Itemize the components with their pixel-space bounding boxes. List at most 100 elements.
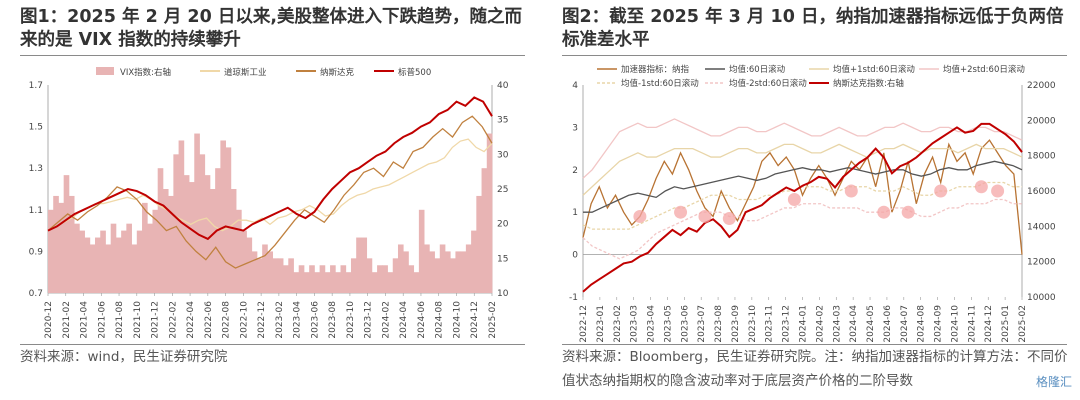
y-tick-label-left: 3 — [572, 123, 578, 133]
source-note: 资料来源：Bloomberg，民生证券研究院。注：纳指加速器指标的计算方法：不同… — [562, 349, 1068, 389]
x-tick-label: 2025-02 — [1018, 305, 1028, 343]
vix-bar — [131, 244, 138, 293]
x-tick-label: 2024-04 — [849, 305, 859, 343]
vix-bar — [147, 223, 153, 293]
x-tick-label: 2023-12 — [364, 301, 374, 339]
x-tick-label: 2024-12 — [984, 305, 994, 343]
x-tick-label: 2024-10 — [950, 305, 960, 343]
low-point-marker — [844, 184, 858, 198]
right-panel: 图2：截至 2025 年 3 月 10 日，纳指加速器指标远低于负两倍标准差水平… — [545, 0, 1080, 400]
x-tick-label: 2023-04 — [293, 301, 303, 339]
vix-bar — [84, 237, 91, 293]
vix-bar — [115, 237, 122, 293]
vix-bar — [471, 230, 477, 293]
y-tick-label-right: 16000 — [1027, 187, 1056, 197]
x-tick-label: 2023-11 — [765, 305, 775, 343]
vix-bar — [335, 272, 341, 293]
x-tick-label: 2024-04 — [399, 301, 409, 339]
vix-bar — [168, 195, 174, 293]
vix-bar — [142, 202, 148, 293]
y-tick-label-left: 1.3 — [29, 164, 43, 174]
x-tick-label: 2023-09 — [731, 305, 741, 343]
legend-label: 均值-1std:60日滚动 — [621, 78, 699, 89]
legend-label: 道琼斯工业 — [224, 67, 267, 78]
low-point-marker — [674, 205, 688, 219]
y-tick-label-right: 30 — [497, 150, 509, 160]
y-tick-label-left: 4 — [572, 81, 578, 91]
vix-bar — [434, 258, 441, 293]
x-tick-label: 2022-08 — [222, 301, 232, 339]
vix-bar — [277, 258, 284, 293]
vix-bar — [418, 209, 425, 293]
y-tick-label-right: 40 — [497, 81, 509, 91]
vix-bar — [397, 244, 404, 293]
x-tick-label: 2021-08 — [115, 301, 125, 339]
x-tick-label: 2022-04 — [186, 301, 196, 339]
x-tick-label: 2023-02 — [275, 301, 285, 339]
vix-bar — [283, 265, 289, 293]
vix-bar — [262, 244, 268, 293]
vix-bar — [345, 272, 352, 293]
x-tick-label: 2023-05 — [663, 305, 673, 343]
x-tick-label: 2023-01 — [596, 305, 606, 343]
y-tick-label-right: 18000 — [1027, 152, 1056, 162]
x-tick-label: 2023-08 — [328, 301, 338, 339]
vix-bar — [58, 202, 65, 293]
x-tick-label: 2025-02 — [488, 301, 498, 339]
y-tick-label-left: 1.7 — [29, 81, 43, 91]
x-tick-label: 2024-05 — [866, 305, 876, 343]
vix-bar — [303, 272, 310, 293]
x-tick-label: 2024-09 — [934, 305, 944, 343]
x-tick-label: 2024-01 — [799, 305, 809, 343]
vix-bar — [183, 175, 190, 293]
x-tick-label: 2024-10 — [452, 301, 462, 339]
y-tick-label-right: 20000 — [1027, 116, 1056, 126]
vix-bar — [361, 237, 368, 293]
legend-label: 均值+1std:60日滚动 — [833, 64, 915, 75]
y-tick-label-right: 22000 — [1027, 81, 1056, 91]
vix-bar — [455, 251, 462, 293]
y-tick-label-right: 14000 — [1027, 222, 1056, 232]
legend-label: 均值-2std:60日滚动 — [729, 78, 807, 89]
vix-bar — [424, 244, 430, 293]
x-tick-label: 2024-08 — [435, 301, 445, 339]
source-divider — [20, 344, 525, 345]
series-line — [582, 139, 1023, 255]
legend-label: 均值:60日滚动 — [729, 64, 786, 75]
series-line — [582, 118, 1023, 179]
series-line — [47, 115, 493, 269]
x-tick-label: 2021-02 — [62, 301, 72, 339]
y-tick-label-right: 25 — [497, 185, 508, 195]
vix-bar — [403, 251, 409, 293]
vix-bar — [126, 223, 132, 293]
vix-bar — [356, 237, 362, 293]
vix-bar — [382, 265, 388, 293]
legend-label: 加速器指标：纳指 — [621, 64, 690, 75]
vix-bar — [79, 230, 85, 293]
x-tick-label: 2023-12 — [782, 305, 792, 343]
vix-bar — [136, 230, 143, 293]
legend-label: 纳斯达克指数:右轴 — [833, 78, 904, 89]
x-tick-label: 2024-02 — [381, 301, 391, 339]
vix-bar — [324, 272, 331, 293]
series-line — [47, 138, 493, 232]
y-tick-label-right: 12000 — [1027, 258, 1056, 268]
vix-bar — [251, 251, 258, 293]
x-tick-label: 2024-11 — [967, 305, 977, 343]
legend-label: VIX指数:右轴 — [120, 67, 171, 78]
vix-bar — [110, 223, 117, 293]
vix-bar — [330, 265, 336, 293]
source-divider — [562, 344, 1067, 345]
x-tick-label: 2023-06 — [680, 305, 690, 343]
x-tick-label: 2023-10 — [748, 305, 758, 343]
vix-bar — [194, 133, 200, 293]
low-point-marker — [934, 184, 948, 198]
vix-bar — [178, 140, 185, 293]
x-tick-label: 2022-06 — [204, 301, 214, 339]
x-tick-label: 2023-08 — [714, 305, 724, 343]
vix-bar — [272, 258, 279, 293]
x-tick-label: 2023-02 — [613, 305, 623, 343]
vix-bar — [157, 168, 164, 293]
vix-bar — [256, 258, 263, 293]
vix-bar — [267, 251, 274, 293]
